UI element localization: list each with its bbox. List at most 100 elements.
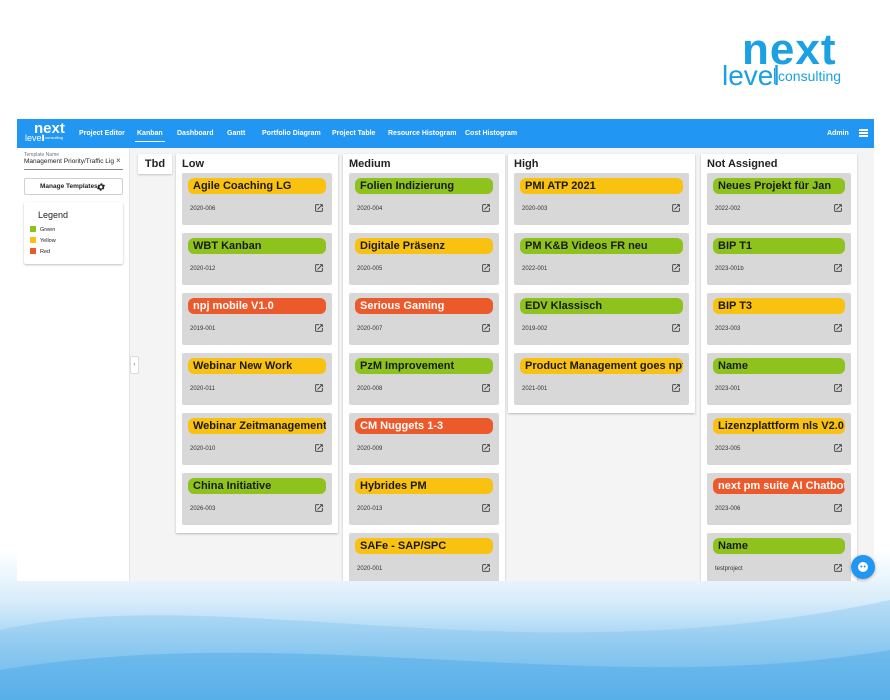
project-card[interactable]: EDV Klassisch 2019-002 <box>514 293 689 345</box>
open-external-icon[interactable] <box>481 443 491 453</box>
open-external-icon[interactable] <box>314 383 324 393</box>
project-name-badge: BIP T3 <box>713 298 845 314</box>
open-external-icon[interactable] <box>481 323 491 333</box>
project-name-badge: EDV Klassisch <box>520 298 683 314</box>
project-card[interactable]: Name 2023-001 <box>707 353 851 405</box>
open-external-icon[interactable] <box>481 563 491 573</box>
project-card[interactable]: CM Nuggets 1-3 2020-009 <box>349 413 499 465</box>
open-external-icon[interactable] <box>671 323 681 333</box>
project-code: 2020-012 <box>190 266 216 272</box>
project-code: 2020-007 <box>357 326 383 332</box>
project-card[interactable]: Hybrides PM 2020-013 <box>349 473 499 525</box>
clear-icon[interactable]: × <box>116 156 121 165</box>
project-card[interactable]: BIP T1 2023-001b <box>707 233 851 285</box>
project-card[interactable]: Lizenzplattform nls V2.0 2023-005 <box>707 413 851 465</box>
open-external-icon[interactable] <box>833 263 843 273</box>
project-code: 2020-009 <box>357 446 383 452</box>
open-external-icon[interactable] <box>314 443 324 453</box>
project-card[interactable]: SAFe - SAP/SPC 2020-001 <box>349 533 499 581</box>
project-card[interactable]: PMI ATP 2021 2020-003 <box>514 173 689 225</box>
open-external-icon[interactable] <box>481 383 491 393</box>
kanban-column-low: Low Agile Coaching LG 2020-006 WBT Kanban 20… <box>176 154 338 533</box>
project-name-badge: next pm suite AI Chatbot <box>713 478 845 494</box>
project-name-badge: Serious Gaming <box>355 298 493 314</box>
project-name-badge: CM Nuggets 1-3 <box>355 418 493 434</box>
project-card[interactable]: Digitale Präsenz 2020-005 <box>349 233 499 285</box>
nav-project-editor[interactable]: Project Editor <box>79 130 125 137</box>
nav-cost-histogram[interactable]: Cost Histogram <box>465 130 518 137</box>
project-card[interactable]: Webinar New Work 2020-011 <box>182 353 332 405</box>
project-card[interactable]: Agile Coaching LG 2020-006 <box>182 173 332 225</box>
project-card[interactable]: Serious Gaming 2020-007 <box>349 293 499 345</box>
project-card[interactable]: Product Management goes npf 2021-001 <box>514 353 689 405</box>
column-title: Medium <box>349 158 391 170</box>
brand-logo-next: next <box>742 25 837 74</box>
open-external-icon[interactable] <box>314 323 324 333</box>
project-card[interactable]: Folien Indizierung 2020-004 <box>349 173 499 225</box>
project-card[interactable]: WBT Kanban 2020-012 <box>182 233 332 285</box>
app-window: next level consulting Project Editor Kan… <box>17 119 874 581</box>
app-logo-level: level <box>25 133 44 143</box>
open-external-icon[interactable] <box>833 203 843 213</box>
legend-panel: Legend Green Yellow Red <box>24 202 123 264</box>
brand-logo-level: level <box>722 60 780 91</box>
project-card[interactable]: Neues Projekt für Jan 2022-002 <box>707 173 851 225</box>
column-title: Not Assigned <box>707 158 778 170</box>
kanban-column-high: High PMI ATP 2021 2020-003 PM K&B Videos FR… <box>508 154 695 413</box>
nav-portfolio-diagram[interactable]: Portfolio Diagram <box>262 130 321 137</box>
project-name-badge: PzM Improvement <box>355 358 493 374</box>
legend-label: Red <box>40 249 51 255</box>
project-name-badge: Digitale Präsenz <box>355 238 493 254</box>
open-external-icon[interactable] <box>833 383 843 393</box>
legend-item-green: Green <box>30 226 55 234</box>
project-card[interactable]: Webinar Zeitmanagement 2020-010 <box>182 413 332 465</box>
template-name-input[interactable]: Management Priority/Traffic Lig <box>24 158 123 170</box>
manage-templates-button[interactable]: Manage Templates <box>24 178 123 195</box>
project-card[interactable]: npj mobile V1.0 2019-001 <box>182 293 332 345</box>
nav-kanban[interactable]: Kanban <box>135 119 165 148</box>
open-external-icon[interactable] <box>481 503 491 513</box>
sidebar-collapse-button[interactable]: ‹ <box>130 356 139 374</box>
project-card[interactable]: China Initiative 2026-003 <box>182 473 332 525</box>
hamburger-menu-icon[interactable] <box>859 129 868 137</box>
user-menu-admin[interactable]: Admin <box>827 130 849 137</box>
project-name-badge: PMI ATP 2021 <box>520 178 683 194</box>
kanban-column-not-assigned: Not Assigned Neues Projekt für Jan 2022-00… <box>701 154 857 581</box>
app-logo[interactable]: next level consulting <box>25 121 69 145</box>
open-external-icon[interactable] <box>481 203 491 213</box>
open-external-icon[interactable] <box>833 323 843 333</box>
chatbot-button[interactable] <box>851 555 875 579</box>
manage-templates-label: Manage Templates <box>40 183 98 190</box>
open-external-icon[interactable] <box>833 563 843 573</box>
project-card[interactable]: PzM Improvement 2020-008 <box>349 353 499 405</box>
open-external-icon[interactable] <box>833 503 843 513</box>
project-name-badge: Product Management goes npf <box>520 358 683 374</box>
legend-item-red: Red <box>30 248 50 256</box>
open-external-icon[interactable] <box>314 503 324 513</box>
open-external-icon[interactable] <box>671 383 681 393</box>
project-card[interactable]: PM K&B Videos FR neu 2022-001 <box>514 233 689 285</box>
background-wave <box>0 600 890 700</box>
nav-resource-histogram[interactable]: Resource Histogram <box>388 130 457 137</box>
nav-gantt[interactable]: Gantt <box>227 130 246 137</box>
open-external-icon[interactable] <box>833 443 843 453</box>
project-code: 2019-002 <box>522 326 548 332</box>
project-card[interactable]: next pm suite AI Chatbot 2023-006 <box>707 473 851 525</box>
project-code: 2023-003 <box>715 326 741 332</box>
chatbot-icon <box>858 562 868 572</box>
column-tbd[interactable]: Tbd <box>138 154 172 174</box>
project-name-badge: Webinar Zeitmanagement <box>188 418 326 434</box>
open-external-icon[interactable] <box>314 263 324 273</box>
project-code: 2020-003 <box>522 206 548 212</box>
project-card[interactable]: Name testproject <box>707 533 851 581</box>
project-name-badge: SAFe - SAP/SPC <box>355 538 493 554</box>
open-external-icon[interactable] <box>481 263 491 273</box>
open-external-icon[interactable] <box>671 203 681 213</box>
legend-label: Green <box>40 227 56 233</box>
open-external-icon[interactable] <box>671 263 681 273</box>
project-card[interactable]: BIP T3 2023-003 <box>707 293 851 345</box>
open-external-icon[interactable] <box>314 203 324 213</box>
nav-dashboard[interactable]: Dashboard <box>177 130 214 137</box>
nav-project-table[interactable]: Project Table <box>332 130 376 137</box>
project-code: 2023-005 <box>715 446 741 452</box>
